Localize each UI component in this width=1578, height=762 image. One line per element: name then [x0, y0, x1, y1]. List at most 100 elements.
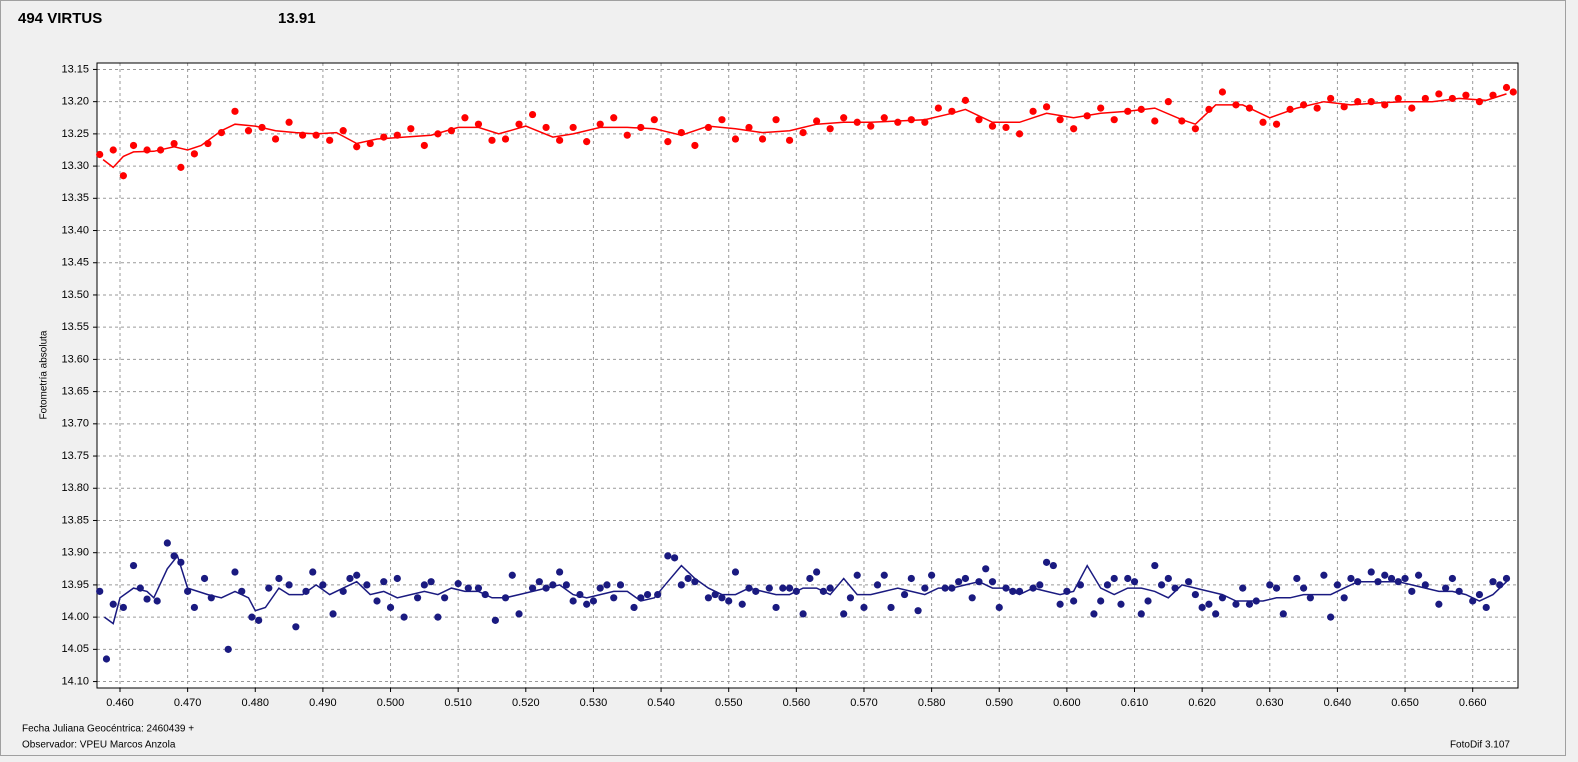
data-point: [1421, 94, 1429, 103]
data-point: [1002, 123, 1010, 132]
data-point: [562, 581, 570, 589]
data-point: [1110, 116, 1118, 124]
y-tick-label: 13.70: [61, 418, 89, 430]
data-point: [853, 571, 861, 579]
data-point: [380, 578, 388, 586]
data-point: [1442, 584, 1450, 592]
data-point: [1056, 600, 1064, 608]
data-point: [1387, 574, 1396, 583]
data-point: [363, 581, 371, 589]
x-tick-label: 0.650: [1391, 697, 1419, 709]
data-point: [153, 597, 161, 605]
data-point: [785, 584, 794, 592]
data-point: [691, 141, 699, 150]
data-point: [907, 574, 915, 583]
data-point: [464, 584, 472, 592]
data-point: [535, 578, 543, 586]
y-tick-label: 13.60: [61, 353, 89, 365]
data-point: [312, 131, 320, 139]
y-tick-label: 13.25: [61, 128, 89, 140]
data-point: [1502, 83, 1511, 92]
data-point: [1070, 125, 1078, 133]
data-point: [961, 574, 970, 583]
data-point: [1015, 130, 1024, 138]
data-point: [738, 600, 746, 608]
data-point: [400, 613, 408, 621]
data-point: [454, 580, 462, 588]
data-point: [420, 141, 428, 150]
data-point: [1164, 574, 1172, 583]
data-point: [1029, 107, 1037, 115]
data-point: [474, 584, 483, 592]
data-point: [765, 584, 773, 592]
data-point: [704, 594, 713, 602]
data-point: [826, 125, 834, 133]
data-point: [346, 574, 354, 583]
data-point: [1272, 120, 1281, 128]
data-point: [1090, 610, 1098, 618]
data-point: [1327, 613, 1335, 621]
data-point: [643, 590, 652, 599]
x-tick-label: 0.610: [1121, 697, 1149, 709]
data-point: [285, 118, 293, 126]
y-axis-label: Fotometría absoluta: [39, 330, 50, 419]
data-point: [556, 568, 564, 576]
y-tick-label: 14.10: [61, 675, 89, 687]
data-point: [1103, 581, 1112, 589]
data-point: [413, 594, 422, 602]
data-point: [799, 610, 807, 618]
data-point: [380, 133, 388, 141]
x-tick-label: 0.500: [377, 697, 405, 709]
data-point: [1435, 90, 1443, 98]
data-point: [955, 578, 963, 586]
data-point: [1185, 578, 1193, 586]
data-point: [556, 136, 564, 144]
data-point: [846, 594, 855, 602]
data-point: [860, 603, 868, 612]
data-point: [887, 603, 895, 612]
data-point: [813, 117, 821, 125]
data-point: [616, 581, 625, 589]
data-point: [528, 110, 537, 119]
data-point: [508, 571, 516, 579]
data-point: [1097, 597, 1105, 605]
data-point: [1212, 610, 1220, 618]
x-tick-label: 0.460: [106, 697, 134, 709]
x-tick-label: 0.540: [647, 697, 675, 709]
chart-title: 494 VIRTUS: [18, 10, 102, 27]
data-point: [1502, 574, 1511, 583]
data-point: [231, 107, 239, 115]
data-point: [589, 597, 598, 605]
data-point: [840, 610, 848, 618]
data-point: [1205, 105, 1213, 113]
data-point: [353, 143, 361, 151]
data-point: [928, 571, 936, 579]
data-point: [407, 125, 415, 133]
data-point: [779, 584, 787, 592]
data-point: [623, 131, 631, 139]
data-point: [677, 581, 685, 589]
y-tick-label: 13.80: [61, 482, 89, 494]
data-point: [1381, 571, 1389, 579]
data-point: [1448, 94, 1456, 103]
trend-line: [103, 554, 1508, 625]
data-point: [725, 597, 733, 605]
data-point: [806, 574, 814, 583]
data-point: [583, 600, 591, 608]
data-point: [731, 568, 740, 576]
data-point: [542, 123, 550, 132]
data-point: [583, 138, 591, 146]
data-point: [1042, 103, 1051, 111]
data-point: [1259, 118, 1267, 126]
x-tick-label: 0.480: [241, 697, 269, 709]
data-point: [785, 136, 794, 144]
data-point: [873, 581, 882, 589]
data-point: [163, 539, 171, 547]
chart-subtitle: 13.91: [278, 10, 316, 27]
x-tick-label: 0.510: [444, 697, 472, 709]
data-point: [630, 603, 638, 612]
data-point: [224, 645, 232, 653]
software: FotoDif 3.107: [1450, 740, 1510, 751]
data-point: [1130, 578, 1139, 586]
data-point: [1164, 98, 1172, 106]
